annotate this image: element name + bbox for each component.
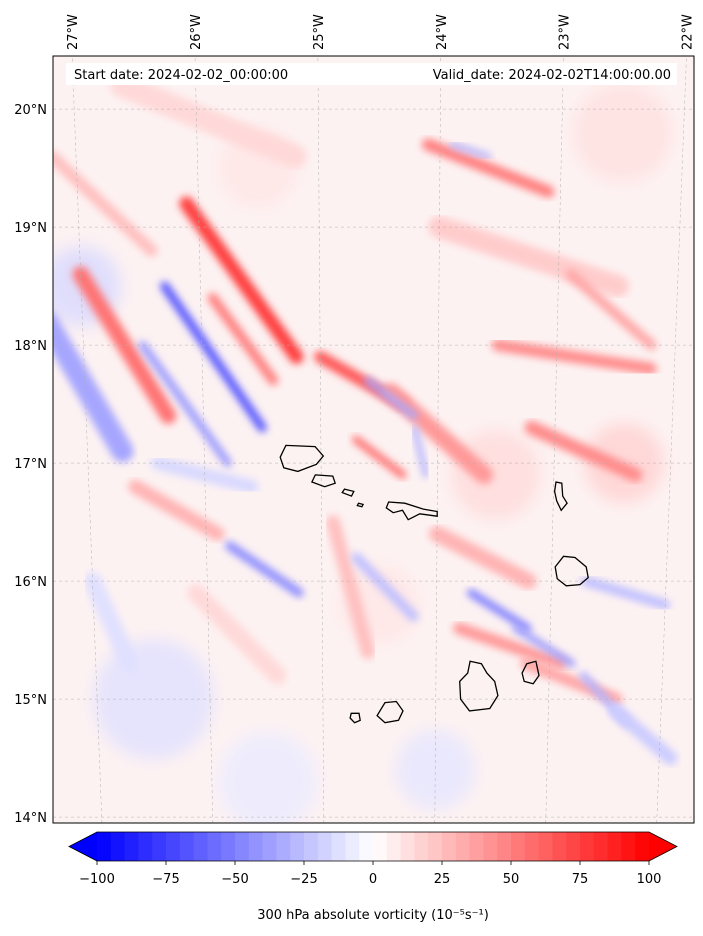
island-coastline — [341, 488, 355, 497]
lat-tick-label: 16°N — [14, 575, 47, 590]
colorbar-segment — [511, 832, 526, 861]
colorbar-segment — [524, 832, 540, 861]
colorbar-segment — [635, 832, 650, 861]
lat-tick-label: 17°N — [14, 457, 47, 472]
lat-tick-label: 15°N — [14, 693, 47, 708]
colorbar-segment — [345, 832, 360, 861]
lat-tick-label: 19°N — [14, 221, 47, 236]
colorbar-segment — [607, 832, 622, 861]
coastlines — [279, 444, 589, 724]
colorbar-tick-label: −75 — [152, 872, 179, 887]
lon-gridline — [194, 56, 214, 823]
colorbar-tick-label: 100 — [637, 872, 662, 887]
lon-tick-label: 25°W — [312, 14, 327, 50]
colorbar-segment — [580, 832, 595, 861]
colorbar-title: 300 hPa absolute vorticity (10⁻⁵s⁻¹) — [257, 908, 489, 923]
lat-tick-label: 14°N — [14, 811, 47, 826]
colorbar-segment — [248, 832, 264, 861]
colorbar-segment — [235, 832, 250, 861]
date-box-background — [66, 63, 677, 85]
colorbar-extend-low — [69, 832, 97, 861]
colorbar-segment — [400, 832, 415, 861]
lon-gridline — [656, 56, 687, 823]
lat-tick-label: 18°N — [14, 339, 47, 354]
colorbar-segment — [207, 832, 222, 861]
island-coastline — [385, 501, 438, 521]
colorbar-tick-label: −100 — [79, 872, 115, 887]
lon-gridline — [545, 56, 564, 823]
latitude-labels: 14°N 15°N 16°N 17°N 18°N 19°N 20°N — [14, 103, 47, 826]
lon-gridline — [71, 56, 103, 823]
colorbar-segment — [483, 832, 498, 861]
colorbar-segment — [138, 832, 153, 861]
island-coastline — [349, 712, 361, 724]
map-frame — [52, 55, 695, 824]
lon-tick-label: 26°W — [189, 14, 204, 50]
colorbar-segment — [414, 832, 429, 861]
colorbar-segment — [428, 832, 443, 861]
lon-gridline — [434, 56, 442, 823]
colorbar-segment — [304, 832, 319, 861]
colorbar-segment — [538, 832, 553, 861]
colorbar-segment — [566, 832, 581, 861]
colorbar-tick-label: 0 — [369, 872, 377, 887]
colorbar-segment — [386, 832, 402, 861]
colorbar-tick-label: 75 — [572, 872, 589, 887]
vorticity-field — [53, 73, 678, 823]
colorbar-segment — [593, 832, 609, 861]
start-date-text: Start date: 2024-02-02_00:00:00 — [74, 68, 288, 83]
colorbar-segment — [124, 832, 139, 861]
colorbar-segment — [276, 832, 291, 861]
island-coastline — [521, 660, 540, 685]
colorbar-segment — [290, 832, 305, 861]
colorbar: −100 −75 −50 −25 0 25 50 75 100 300 hPa absolute… — [68, 831, 678, 923]
island-coastline — [376, 700, 404, 724]
island-coastline — [554, 555, 589, 587]
colorbar-ticks: −100 −75 −50 −25 0 25 50 75 100 — [79, 861, 661, 887]
date-box: Start date: 2024-02-02_00:00:00 Valid_da… — [66, 63, 677, 85]
map-area — [52, 55, 695, 824]
lon-tick-label: 27°W — [66, 14, 81, 50]
colorbar-segment — [442, 832, 457, 861]
colorbar-segment — [166, 832, 181, 861]
island-coastline — [553, 481, 568, 512]
longitude-labels: 27°W 26°W 25°W 24°W 23°W 22°W — [66, 14, 695, 50]
gridlines — [53, 56, 694, 823]
lat-tick-label: 20°N — [14, 103, 47, 118]
valid-date-text: Valid_date: 2024-02-02T14:00:00.00 — [433, 68, 671, 83]
island-coastline — [279, 444, 325, 473]
colorbar-segment — [262, 832, 277, 861]
colorbar-segment — [193, 832, 208, 861]
lon-gridline — [317, 56, 325, 823]
colorbar-tick-label: 50 — [503, 872, 520, 887]
colorbar-segment — [373, 832, 388, 861]
colorbar-segment — [331, 832, 346, 861]
lon-tick-label: 22°W — [681, 14, 696, 50]
colorbar-segment — [469, 832, 484, 861]
colorbar-extend-high — [649, 832, 677, 861]
colorbar-tick-label: −50 — [221, 872, 248, 887]
colorbar-units: (10⁻⁵s⁻¹) — [431, 908, 489, 923]
lon-tick-label: 24°W — [435, 14, 450, 50]
colorbar-segment — [110, 832, 126, 861]
colorbar-tick-label: 25 — [434, 872, 451, 887]
colorbar-segment — [552, 832, 567, 861]
colorbar-segment — [152, 832, 167, 861]
colorbar-segment — [455, 832, 471, 861]
colorbar-segments — [97, 832, 650, 861]
colorbar-segment — [221, 832, 236, 861]
colorbar-title-text: 300 hPa absolute vorticity — [257, 908, 427, 923]
island-coastline — [356, 502, 365, 508]
island-coastline — [459, 660, 499, 712]
colorbar-segment — [359, 832, 374, 861]
lon-tick-label: 23°W — [558, 14, 573, 50]
colorbar-segment — [621, 832, 636, 861]
island-coastline — [311, 474, 337, 488]
colorbar-segment — [179, 832, 195, 861]
colorbar-tick-label: −25 — [290, 872, 317, 887]
colorbar-segment — [497, 832, 512, 861]
colorbar-segment — [317, 832, 333, 861]
colorbar-segment — [97, 832, 112, 861]
